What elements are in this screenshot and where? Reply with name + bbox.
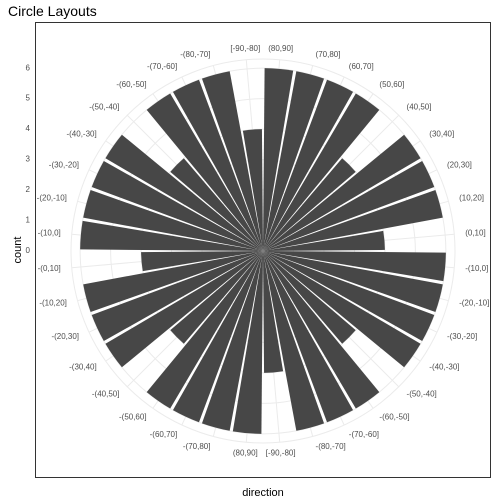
category-label: -(50,-40] [407,390,437,399]
bar [172,251,263,423]
category-label: -(60,70] [150,430,178,439]
bar [263,251,443,313]
category-label: -(60,-50] [379,412,409,421]
category-label: -(40,-30] [66,130,96,139]
grid-circle [79,67,447,435]
bar [170,251,263,344]
grid-circle [232,220,294,282]
bar [91,160,263,251]
bar [263,251,284,373]
category-label: -(70,-60] [349,430,379,439]
bar [232,251,263,434]
bar [146,251,263,409]
category-label: -(10,0] [38,228,61,237]
category-label: (80,90] [233,448,258,457]
category-label: -(20,-10] [37,194,67,203]
category-label: -(0,10] [38,264,61,273]
bar [263,68,294,252]
bar [83,251,263,313]
labels: 0 1 2 3 4 5 6 (80,90] (70,80] (60,70] (50,60] (40,5… [26,44,490,457]
y-tick-label: 2 [26,185,31,194]
bar [141,251,263,272]
bar [263,251,435,342]
category-label: (60,70] [349,62,374,71]
category-label: (70,80] [316,50,341,59]
x-axis-title: direction [242,487,284,499]
bar [263,251,380,409]
bar [263,134,421,251]
category-label: (10,20] [459,194,484,203]
bar [170,158,263,251]
bar [263,160,435,251]
category-label: -(40,50] [92,390,120,399]
category-label: -(20,-10] [459,299,489,308]
y-tick-label: 4 [26,124,31,133]
bar [91,251,263,342]
category-label: -(50,60] [119,412,147,421]
category-label: -(70,80] [183,442,211,451]
category-label: -(50,-40] [89,103,119,112]
category-label: -(70,-60] [147,62,177,71]
bar [263,230,385,251]
bar [263,79,354,251]
bar [263,251,356,344]
category-label: -(80,-70] [180,50,210,59]
outer-circle [70,58,456,444]
y-tick-label: 6 [26,63,31,72]
category-label: (50,60] [379,80,404,89]
category-label: -(30,40] [69,363,97,372]
bars [80,68,446,434]
bar [242,129,263,251]
chart-title: Circle Layouts [8,3,97,19]
bar [263,251,421,368]
category-label: -(10,20] [39,299,67,308]
y-tick-label: 5 [26,94,31,103]
bar [105,251,264,368]
category-label: (30,40] [429,130,454,139]
category-label: -(60,-50] [116,80,146,89]
category-label: -(30,-20] [49,160,79,169]
category-label: -(80,-70] [316,442,346,451]
bar [105,134,264,251]
bar [172,79,263,251]
grid-circle [171,159,355,343]
bar [263,251,354,423]
bar [263,71,325,251]
y-tick-label: 3 [26,155,31,164]
bar [83,189,263,251]
grid-circle [110,98,416,404]
bar [80,220,264,251]
grid-circle [140,128,386,374]
category-label: (40,50] [407,103,432,112]
bar [263,251,325,431]
bar [201,251,263,431]
bar [263,189,443,251]
category-label: (20,30] [447,160,472,169]
category-label: -(40,-30] [429,363,459,372]
bar [146,93,263,252]
y-tick-label: 1 [26,216,31,225]
category-label: [-90,-80] [266,448,296,457]
bar [201,71,263,251]
y-axis-title: count [12,237,24,264]
bar [263,158,356,251]
bar [263,251,446,282]
category-label: (80,90] [268,44,293,53]
category-label: -(20,30] [51,332,79,341]
category-label: -(30,-20] [447,332,477,341]
y-tick-label: 0 [26,246,31,255]
grid-circle [201,189,325,313]
category-label: -(10,0] [465,264,488,273]
bar [263,93,380,252]
category-label: (0,10] [465,228,485,237]
category-label: [-90,-80] [230,44,260,53]
